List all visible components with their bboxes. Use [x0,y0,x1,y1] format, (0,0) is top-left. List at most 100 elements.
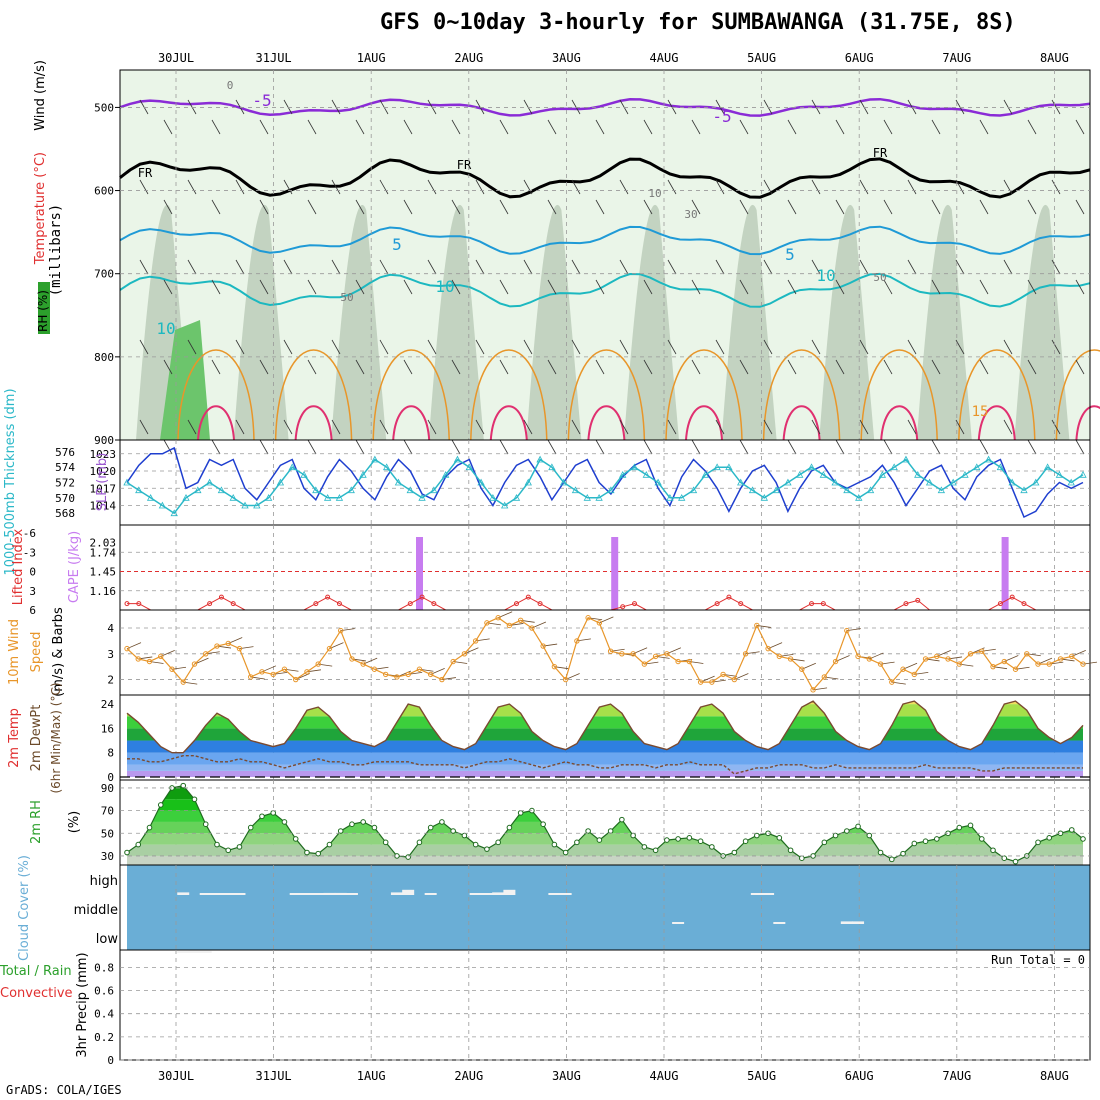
temp-axis-label: 2m Temp [7,708,22,768]
wind-barb [547,119,557,135]
wind-speed-point [641,661,648,667]
rh-band [721,204,777,440]
wind-barb [307,439,317,455]
temp-contour-15 [372,349,450,441]
wind-speed-point [585,615,591,621]
thickness-point [501,501,509,509]
wind-barb [715,339,725,355]
rh-band [127,785,1083,788]
contour-label: 50 [873,271,886,284]
cloud-bar [210,893,223,895]
wind-barb [499,119,509,135]
wind-speed-point [742,651,749,657]
wind-barb [379,179,389,195]
wind-barb [691,439,701,455]
rh-axis-label: RH (%) [36,290,50,332]
wind-speed-point [1024,651,1030,657]
rh-point [596,837,603,843]
wind-barb [691,359,701,375]
wind-speed-point [821,674,828,680]
wind-speed-point [349,656,355,662]
lifted-index-point [632,601,638,607]
precip-tick-label: 0.2 [94,1031,114,1044]
wind-speed-point [427,671,434,678]
lifted-index-point [325,594,331,600]
wind-barb [955,99,965,115]
contour-label: 0 [227,79,234,92]
rh-point [382,839,389,846]
lifted-index-point [809,601,815,607]
dewpt-axis-label: 2m DewPt [29,705,44,772]
rh2m-axis-label: 2m RH [29,800,44,844]
lifted-index-point [407,601,413,607]
thickness-point [996,463,1005,471]
wind-barb [211,199,221,215]
thickness-point [748,486,757,494]
lifted-index-point [1009,594,1015,600]
wind-barb [1003,339,1013,355]
wind-barb [379,99,389,115]
wind-speed-point [776,653,783,660]
y-tick-label: 900 [94,434,114,447]
thickness-point [571,486,580,494]
thickness-point [784,478,792,486]
wind-barb [475,339,485,355]
thickness-point [713,463,721,471]
thickness-point [477,478,485,486]
wind-barb [571,419,581,435]
thickness-point [819,470,828,478]
cloud-bar [672,922,685,924]
rh-point [799,855,805,862]
panel-precip [119,949,1091,1061]
wind-barb [571,339,581,355]
rh-tick-label: 50 [101,827,114,840]
wind-barb [1075,119,1085,135]
wind-barb [139,179,149,195]
date-label-bottom: 31JUL [256,1069,292,1083]
wind-barb [1003,259,1013,275]
wind-barb [667,339,677,355]
wind-barb [211,119,221,135]
lifted-index-point [738,601,744,607]
temp-band [127,764,1083,771]
temp-band [127,716,1083,729]
wind-barb [835,439,845,455]
rh-point [450,828,456,834]
li-tick-label: -6 [23,527,36,540]
wind-speed-point [990,663,996,670]
wind-barb [595,119,605,135]
wind-speed-point [922,656,929,662]
lifted-index-point [207,601,213,607]
temp-contour-15 [470,349,548,441]
thickness-point [689,486,698,494]
wind-barb [763,419,773,435]
wind-barb [931,439,941,455]
contour-label: -5 [252,91,271,110]
wind-barb [931,199,941,215]
temp-line [126,700,1084,754]
cloud-bar [390,892,403,895]
total-rain-label: Total / Rain [0,964,72,979]
rh-band [1014,204,1070,440]
wind-speed-point [225,640,231,647]
cloud-bar [334,892,347,895]
panel-10m-wind [119,609,1091,696]
wind-barb [811,419,821,435]
wind-speed-point [551,663,558,670]
wind-speed-point [506,622,513,629]
wind-barb [955,179,965,195]
wind-barb [595,359,605,375]
rh-point [506,824,513,831]
wind-barb [499,359,509,375]
cloud-bar [469,893,482,895]
wind-barb [643,439,653,455]
wind-tick-label: 4 [107,622,114,635]
cloud-bar [503,889,516,895]
lifted-index-point [537,601,543,607]
wind-barb [643,279,653,295]
wind-barb [859,99,869,115]
rh-point [562,849,569,856]
lifted-index-point [726,594,732,600]
temp-contour-15 [1055,349,1100,441]
wind-barb [235,259,245,275]
